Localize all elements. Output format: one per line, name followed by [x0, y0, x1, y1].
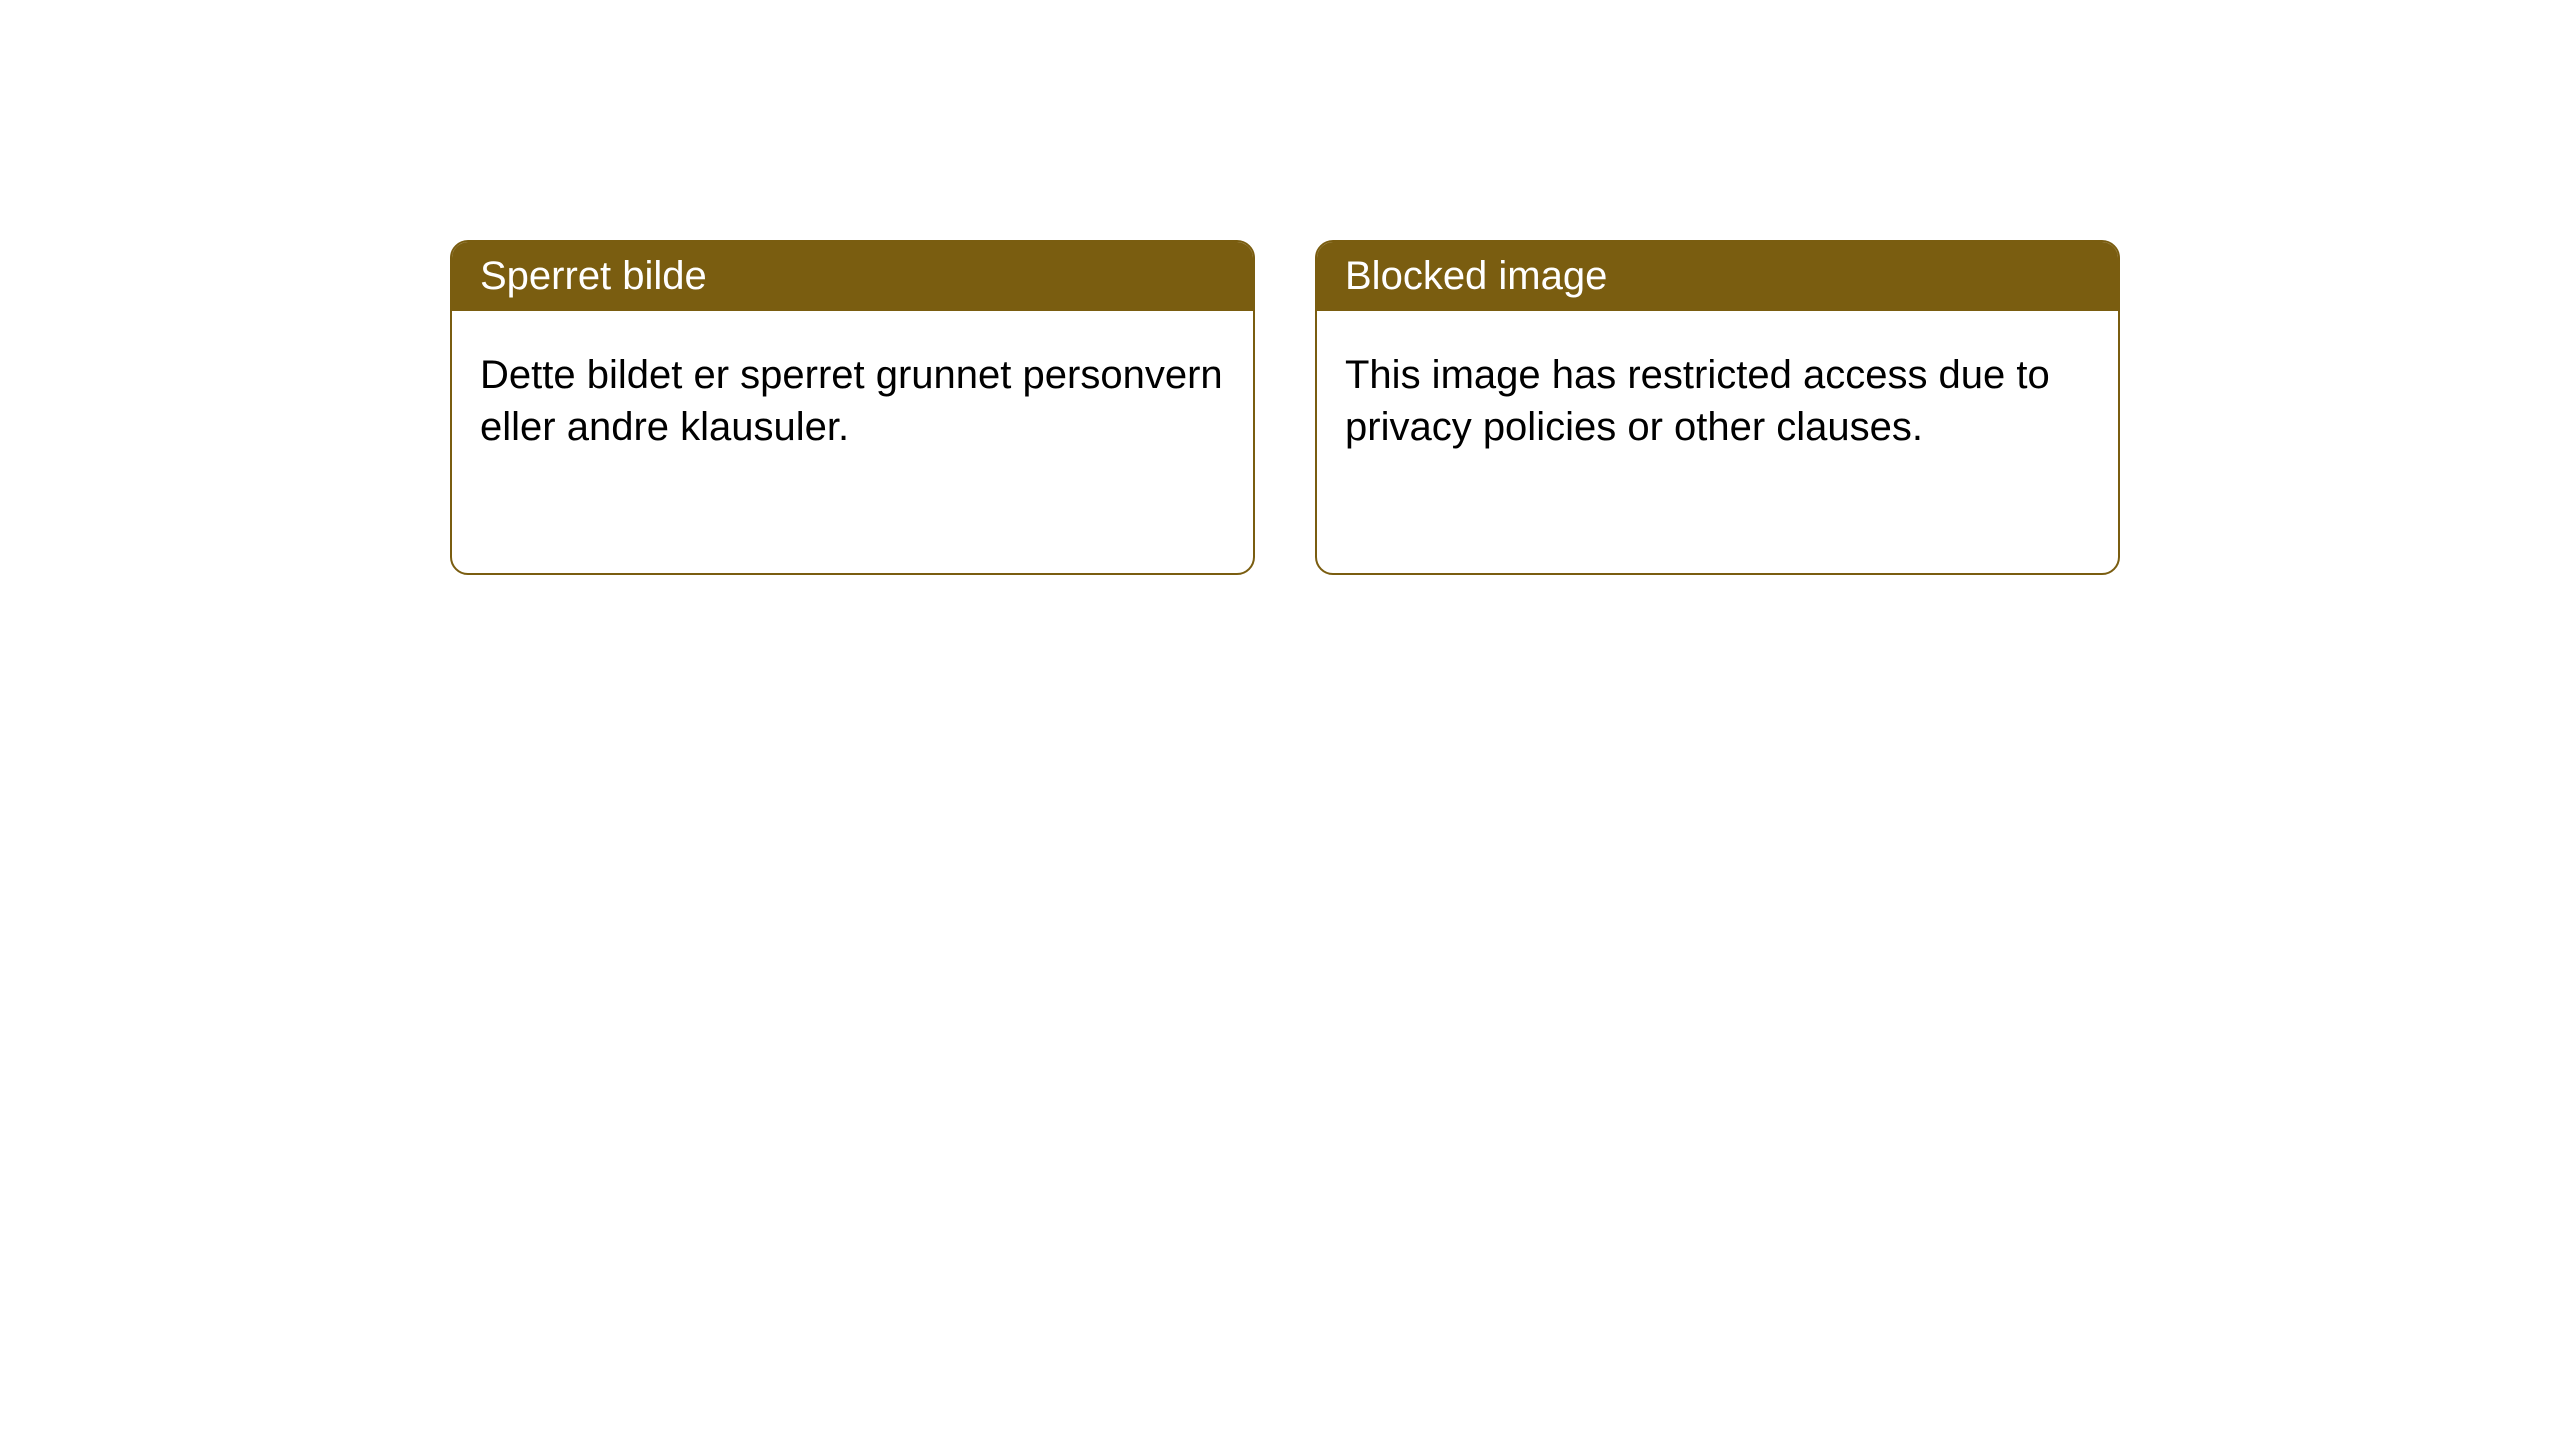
blocked-image-cards: Sperret bilde Dette bildet er sperret gr…: [450, 240, 2120, 575]
card-title-no: Sperret bilde: [480, 254, 707, 298]
card-header-en: Blocked image: [1317, 242, 2118, 311]
card-body-text-en: This image has restricted access due to …: [1345, 353, 2050, 449]
blocked-image-card-no: Sperret bilde Dette bildet er sperret gr…: [450, 240, 1255, 575]
card-body-text-no: Dette bildet er sperret grunnet personve…: [480, 353, 1223, 449]
card-body-no: Dette bildet er sperret grunnet personve…: [452, 311, 1253, 491]
card-header-no: Sperret bilde: [452, 242, 1253, 311]
card-title-en: Blocked image: [1345, 254, 1607, 298]
blocked-image-card-en: Blocked image This image has restricted …: [1315, 240, 2120, 575]
card-body-en: This image has restricted access due to …: [1317, 311, 2118, 491]
